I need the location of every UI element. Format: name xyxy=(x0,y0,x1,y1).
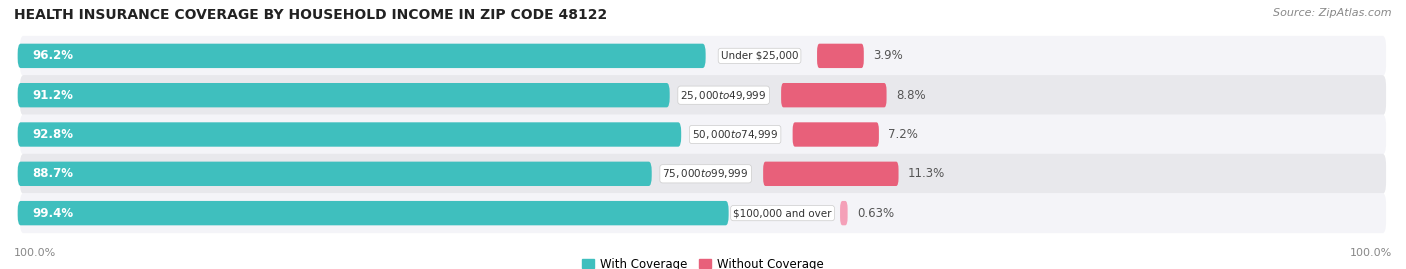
Text: 91.2%: 91.2% xyxy=(32,89,73,102)
Text: 0.63%: 0.63% xyxy=(858,207,894,220)
Text: 100.0%: 100.0% xyxy=(14,248,56,258)
Text: 88.7%: 88.7% xyxy=(32,167,73,180)
Text: 8.8%: 8.8% xyxy=(896,89,925,102)
Text: 96.2%: 96.2% xyxy=(32,49,73,62)
FancyBboxPatch shape xyxy=(782,83,887,107)
Text: HEALTH INSURANCE COVERAGE BY HOUSEHOLD INCOME IN ZIP CODE 48122: HEALTH INSURANCE COVERAGE BY HOUSEHOLD I… xyxy=(14,8,607,22)
Text: 99.4%: 99.4% xyxy=(32,207,73,220)
FancyBboxPatch shape xyxy=(817,44,863,68)
FancyBboxPatch shape xyxy=(20,114,1386,155)
FancyBboxPatch shape xyxy=(18,44,706,68)
FancyBboxPatch shape xyxy=(20,193,1386,233)
FancyBboxPatch shape xyxy=(18,122,681,147)
Text: Source: ZipAtlas.com: Source: ZipAtlas.com xyxy=(1274,8,1392,18)
FancyBboxPatch shape xyxy=(763,162,898,186)
FancyBboxPatch shape xyxy=(18,201,728,225)
Text: $50,000 to $74,999: $50,000 to $74,999 xyxy=(692,128,779,141)
Text: 100.0%: 100.0% xyxy=(1350,248,1392,258)
Text: 92.8%: 92.8% xyxy=(32,128,73,141)
FancyBboxPatch shape xyxy=(793,122,879,147)
FancyBboxPatch shape xyxy=(18,162,652,186)
FancyBboxPatch shape xyxy=(20,36,1386,76)
Text: Under $25,000: Under $25,000 xyxy=(721,51,799,61)
Text: $75,000 to $99,999: $75,000 to $99,999 xyxy=(662,167,749,180)
FancyBboxPatch shape xyxy=(839,201,848,225)
FancyBboxPatch shape xyxy=(20,75,1386,115)
Text: $25,000 to $49,999: $25,000 to $49,999 xyxy=(681,89,766,102)
FancyBboxPatch shape xyxy=(20,154,1386,194)
FancyBboxPatch shape xyxy=(18,83,669,107)
Text: 11.3%: 11.3% xyxy=(908,167,945,180)
Text: 7.2%: 7.2% xyxy=(889,128,918,141)
Legend: With Coverage, Without Coverage: With Coverage, Without Coverage xyxy=(578,253,828,269)
Text: 3.9%: 3.9% xyxy=(873,49,903,62)
Text: $100,000 and over: $100,000 and over xyxy=(734,208,832,218)
